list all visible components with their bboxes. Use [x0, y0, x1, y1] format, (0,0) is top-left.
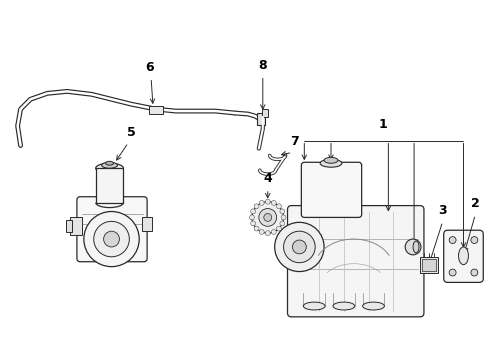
Circle shape	[259, 230, 264, 234]
Circle shape	[449, 269, 456, 276]
Ellipse shape	[413, 241, 419, 253]
Circle shape	[252, 202, 284, 233]
Circle shape	[271, 201, 276, 205]
Circle shape	[264, 213, 271, 221]
Circle shape	[471, 269, 478, 276]
Circle shape	[254, 204, 259, 209]
Ellipse shape	[320, 159, 342, 167]
Circle shape	[254, 226, 259, 231]
Ellipse shape	[363, 302, 384, 310]
Circle shape	[449, 237, 456, 243]
Circle shape	[276, 204, 281, 209]
FancyBboxPatch shape	[288, 206, 424, 317]
Circle shape	[259, 201, 264, 205]
Circle shape	[280, 209, 285, 214]
FancyBboxPatch shape	[77, 197, 147, 262]
Circle shape	[259, 208, 277, 226]
Text: 7: 7	[290, 135, 299, 148]
Circle shape	[293, 240, 306, 254]
Circle shape	[251, 221, 256, 226]
Circle shape	[265, 199, 270, 204]
Circle shape	[249, 215, 254, 220]
FancyBboxPatch shape	[301, 162, 362, 217]
Ellipse shape	[101, 162, 118, 168]
Circle shape	[276, 226, 281, 231]
Text: 2: 2	[471, 197, 480, 210]
Circle shape	[271, 230, 276, 234]
Bar	[96, 168, 123, 203]
Ellipse shape	[303, 302, 325, 310]
Bar	[142, 217, 152, 231]
Ellipse shape	[96, 163, 123, 173]
Text: 3: 3	[439, 204, 447, 217]
Text: 4: 4	[263, 172, 272, 185]
FancyBboxPatch shape	[444, 230, 483, 282]
Ellipse shape	[106, 161, 114, 165]
Bar	[66, 220, 72, 232]
Circle shape	[471, 237, 478, 243]
Circle shape	[280, 221, 285, 226]
Circle shape	[94, 221, 129, 257]
Circle shape	[251, 209, 256, 214]
Ellipse shape	[333, 302, 355, 310]
Bar	[422, 259, 436, 271]
Text: 5: 5	[127, 126, 136, 139]
Text: 8: 8	[259, 59, 267, 72]
Circle shape	[284, 231, 315, 263]
Circle shape	[275, 222, 324, 271]
Bar	[70, 217, 82, 235]
Circle shape	[405, 239, 421, 255]
Bar	[262, 109, 268, 117]
Circle shape	[265, 231, 270, 236]
Text: 6: 6	[145, 61, 153, 74]
Text: 1: 1	[379, 118, 388, 131]
Ellipse shape	[459, 247, 468, 265]
Bar	[257, 113, 265, 125]
Bar	[149, 106, 163, 114]
Bar	[420, 257, 438, 273]
Circle shape	[281, 215, 286, 220]
Circle shape	[84, 212, 139, 267]
Ellipse shape	[324, 157, 338, 163]
Circle shape	[103, 231, 120, 247]
